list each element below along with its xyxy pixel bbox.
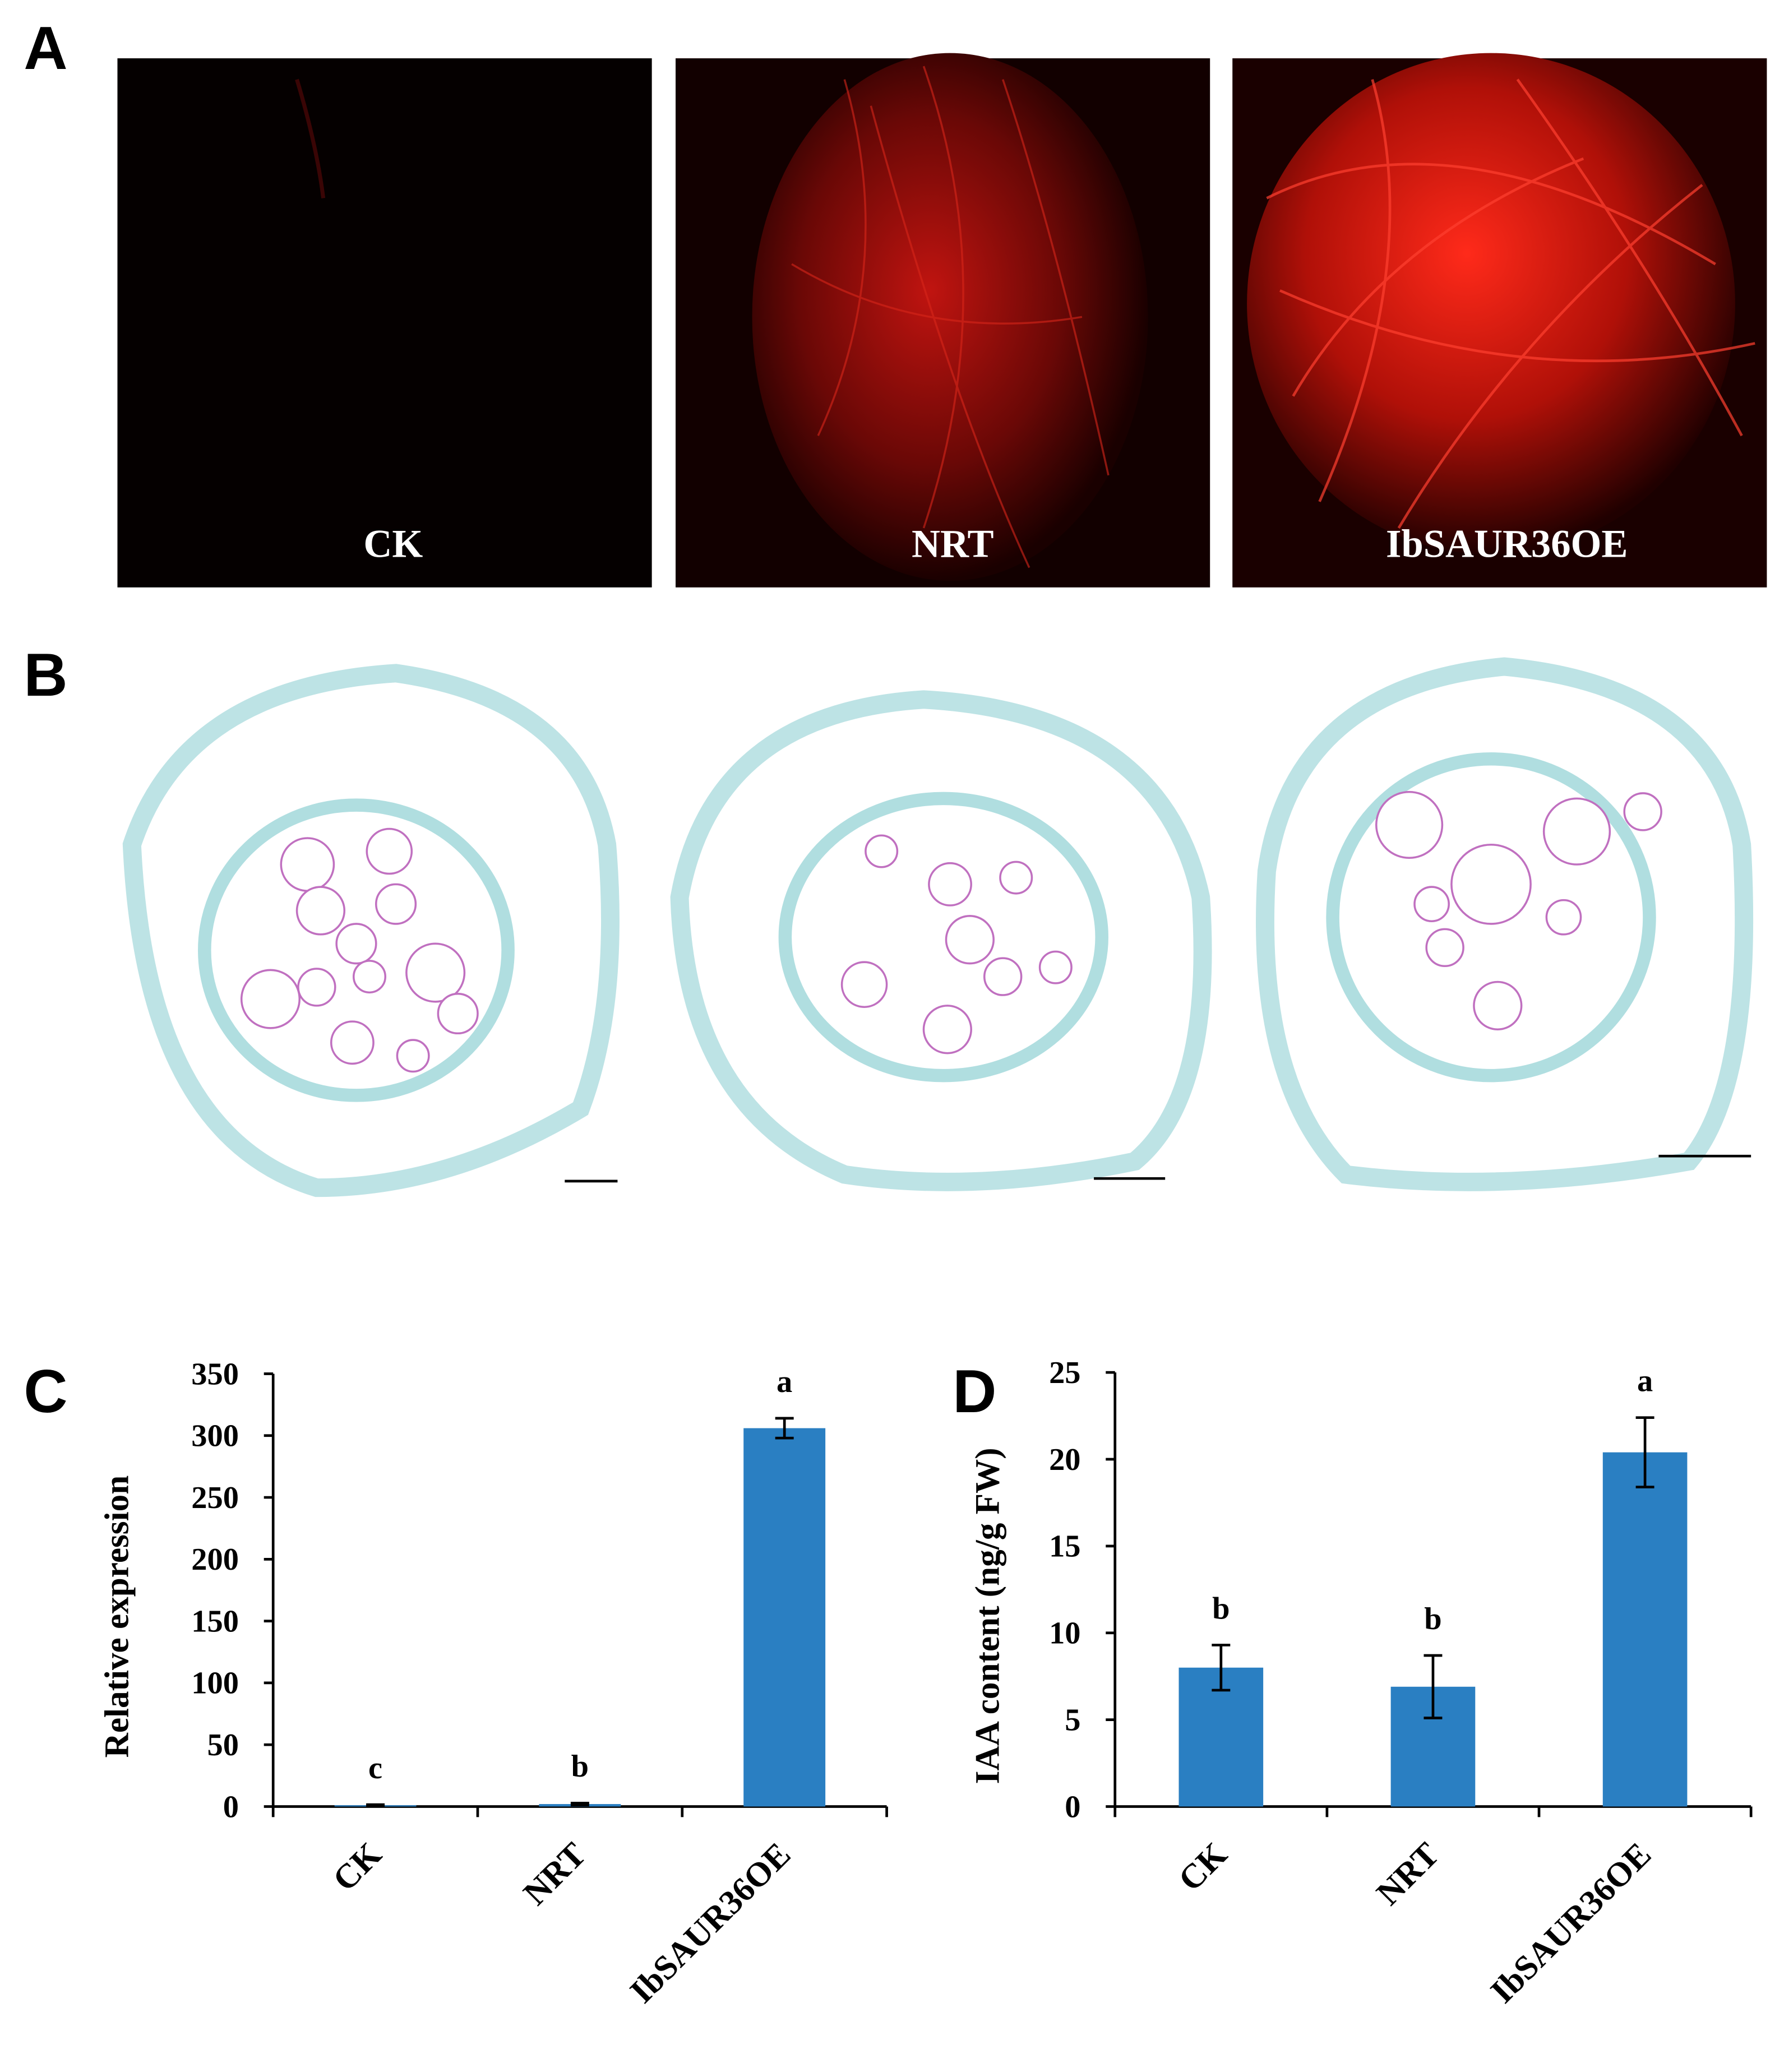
photo-ck [117, 58, 652, 588]
error-bar [1423, 1654, 1443, 1719]
y-tick-label: 5 [1065, 1703, 1080, 1737]
y-tick-label: 200 [191, 1542, 239, 1577]
bar-chart: 0 5 10 15 20 25 IAA content (ng/g FW) b CK b NRT a I… [969, 1356, 1753, 2011]
y-tick-label: 150 [191, 1604, 239, 1639]
x-tick-label: NRT [516, 1835, 593, 1913]
fluorescence-images [117, 53, 1767, 588]
panel-label: C [24, 1357, 67, 1425]
y-tick-label: 20 [1049, 1442, 1080, 1477]
significance-letter: b [571, 1749, 589, 1784]
error-bar [1212, 1644, 1231, 1692]
y-tick-label: 15 [1049, 1529, 1080, 1564]
y-tick-label: 25 [1049, 1356, 1080, 1390]
y-tick-label: 50 [207, 1728, 239, 1763]
image-label: CK [363, 522, 423, 566]
y-tick-label: 100 [191, 1666, 239, 1701]
image-label: NRT [912, 522, 994, 566]
image-label: IbSAUR36OE [1386, 522, 1628, 566]
y-axis-label: Relative expression [98, 1476, 136, 1758]
error-bar [775, 1417, 794, 1440]
y-tick-label: 0 [223, 1789, 239, 1824]
error-bar [570, 1801, 589, 1807]
significance-letter: b [1424, 1602, 1441, 1636]
photo-detail [295, 78, 326, 198]
y-tick-label: 300 [191, 1419, 239, 1454]
significance-letter: b [1212, 1591, 1230, 1626]
panel-label: D [953, 1357, 996, 1425]
photo-glow [1247, 53, 1735, 554]
significance-letter: c [368, 1751, 382, 1786]
y-tick-label: 0 [1065, 1789, 1080, 1824]
y-tick-label: 250 [191, 1481, 239, 1515]
x-tick-label: CK [326, 1835, 389, 1898]
error-bar [1635, 1416, 1654, 1488]
x-tick-label: IbSAUR36OE [623, 1835, 798, 2011]
fluorescence-labels: CK NRT IbSAUR36OE [363, 522, 1628, 566]
significance-letter: a [1637, 1364, 1653, 1399]
error-bar [366, 1803, 385, 1807]
bar [1602, 1452, 1688, 1807]
photo-fibers [791, 66, 1110, 568]
panel-label: A [24, 14, 67, 82]
scale-bars [565, 1154, 1751, 1183]
y-axis-label: IAA content (ng/g FW) [969, 1447, 1007, 1784]
section-images [122, 657, 1754, 1197]
significance-letter: a [777, 1365, 792, 1399]
x-tick-label: NRT [1369, 1835, 1446, 1913]
photo-glow [752, 53, 1148, 581]
vessels [240, 790, 1662, 1073]
x-tick-label: CK [1171, 1835, 1235, 1898]
panel-letters: A B C D [24, 14, 996, 1425]
bar [743, 1428, 826, 1807]
y-tick-label: 10 [1049, 1616, 1080, 1651]
x-tick-label: IbSAUR36OE [1483, 1835, 1659, 2011]
photo-fibers [1266, 78, 1755, 529]
bar-chart: 0 50 100 150 200 250 300 350 Relative expression… [98, 1357, 888, 2011]
panel-label: B [24, 641, 67, 709]
y-tick-label: 350 [191, 1357, 239, 1391]
